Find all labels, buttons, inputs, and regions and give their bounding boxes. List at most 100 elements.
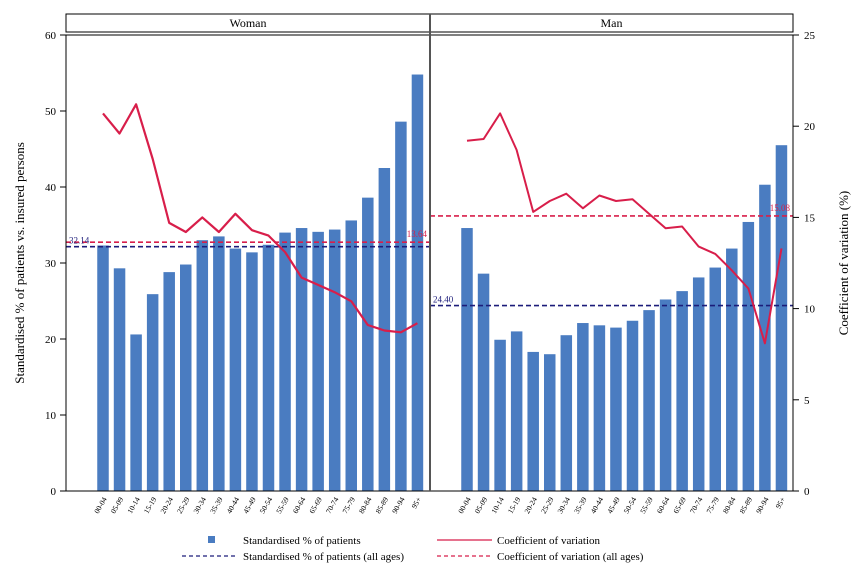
x-tick-label: 90-94 bbox=[390, 495, 407, 515]
bar bbox=[461, 228, 473, 492]
y-left-tick-label: 30 bbox=[45, 258, 57, 270]
bar bbox=[395, 121, 407, 491]
x-tick-label: 80-84 bbox=[357, 495, 374, 515]
bar bbox=[97, 245, 109, 491]
bar bbox=[196, 240, 209, 491]
x-tick-label: 20-24 bbox=[158, 495, 175, 515]
y-left-tick-label: 40 bbox=[45, 182, 57, 194]
x-tick-label: 50-54 bbox=[622, 495, 639, 515]
bar bbox=[510, 331, 523, 491]
bar bbox=[726, 248, 738, 491]
bar bbox=[692, 277, 705, 491]
bar bbox=[775, 145, 788, 491]
x-tick-label: 25-29 bbox=[175, 495, 192, 515]
x-tick-label: 90-94 bbox=[754, 495, 771, 515]
y-left-tick-label: 0 bbox=[51, 486, 57, 498]
legend-label: Coefficient of variation (all ages) bbox=[497, 551, 644, 563]
bar bbox=[659, 299, 672, 491]
x-tick-label: 55-59 bbox=[638, 495, 655, 515]
bar bbox=[494, 339, 506, 491]
x-tick-label: 65-69 bbox=[307, 495, 324, 515]
legend-swatch-bar bbox=[208, 536, 215, 543]
y-right-tick-label: 10 bbox=[804, 304, 816, 316]
x-tick-label: 60-64 bbox=[655, 495, 672, 515]
bar bbox=[362, 197, 374, 491]
x-tick-label: 30-34 bbox=[191, 495, 208, 515]
mean-bar-label: 32.14 bbox=[69, 236, 90, 246]
x-tick-label: 70-74 bbox=[688, 495, 705, 515]
bar bbox=[560, 335, 573, 491]
x-tick-label: 00-04 bbox=[456, 495, 473, 515]
x-tick-label: 85-89 bbox=[374, 495, 391, 515]
mean-bar-label: 24.40 bbox=[433, 295, 454, 305]
bar bbox=[742, 221, 755, 491]
x-tick-label: 45-49 bbox=[241, 495, 258, 515]
x-tick-label: 15-19 bbox=[142, 495, 159, 515]
bar bbox=[130, 334, 142, 491]
bar bbox=[213, 236, 225, 491]
bar bbox=[279, 232, 291, 491]
bar bbox=[295, 228, 308, 492]
y-left-tick-label: 10 bbox=[45, 410, 57, 422]
bar bbox=[163, 272, 175, 491]
bar bbox=[643, 310, 655, 491]
y-right-tick-label: 5 bbox=[804, 395, 810, 407]
x-tick-label: 50-54 bbox=[258, 495, 275, 515]
y-right-tick-label: 15 bbox=[804, 212, 816, 224]
bar bbox=[577, 323, 589, 491]
x-tick-label: 60-64 bbox=[291, 495, 308, 515]
x-tick-label: 65-69 bbox=[671, 495, 688, 515]
cv-line bbox=[466, 112, 783, 345]
x-tick-label: 75-79 bbox=[704, 495, 721, 515]
y-left-tick-label: 50 bbox=[45, 106, 57, 118]
y-right-tick-label: 25 bbox=[804, 30, 816, 42]
legend-label: Standardised % of patients (all ages) bbox=[243, 551, 404, 563]
bar bbox=[477, 273, 490, 491]
bar bbox=[411, 74, 424, 492]
x-tick-label: 45-49 bbox=[605, 495, 622, 515]
y-left-tick-label: 20 bbox=[45, 334, 57, 346]
x-tick-label: 35-39 bbox=[572, 495, 589, 515]
x-tick-label: 25-29 bbox=[539, 495, 556, 515]
x-tick-label: 20-24 bbox=[522, 495, 539, 515]
bar bbox=[610, 327, 622, 491]
x-tick-label: 85-89 bbox=[738, 495, 755, 515]
cv-line bbox=[102, 103, 418, 334]
x-tick-label: 95+ bbox=[774, 496, 788, 511]
bar bbox=[593, 325, 606, 491]
bar bbox=[180, 264, 192, 491]
x-tick-label: 30-34 bbox=[555, 495, 572, 515]
bar bbox=[527, 351, 539, 491]
bar bbox=[246, 252, 258, 491]
bar bbox=[676, 291, 688, 491]
bar bbox=[626, 320, 639, 491]
bar bbox=[345, 220, 357, 491]
x-tick-label: 40-44 bbox=[225, 495, 242, 515]
legend-label: Standardised % of patients bbox=[243, 535, 361, 547]
mean-cv-label: 13.64 bbox=[407, 229, 428, 239]
panel-woman: Woman 32.14 13.64 00-04 05-09 10-14 15-19 20-24… bbox=[65, 13, 431, 515]
x-tick-label: 40-44 bbox=[589, 495, 606, 515]
x-tick-label: 15-19 bbox=[506, 495, 523, 515]
y-left-tick-label: 60 bbox=[45, 30, 57, 42]
y-right-tick-label: 0 bbox=[804, 486, 810, 498]
x-tick-label: 05-09 bbox=[473, 495, 490, 515]
x-tick-label: 10-14 bbox=[125, 495, 142, 515]
mean-cv-label: 15.08 bbox=[770, 203, 791, 213]
x-tick-label: 00-04 bbox=[92, 495, 109, 515]
x-tick-label: 35-39 bbox=[208, 495, 225, 515]
bar bbox=[113, 268, 126, 491]
bar bbox=[146, 294, 159, 491]
bar bbox=[312, 231, 324, 491]
panel-title: Woman bbox=[229, 16, 266, 30]
panel-man: Man 24.40 15.08 00-04 05-09 10-14 15-19 20-24 25… bbox=[429, 13, 794, 515]
x-tick-label: 95+ bbox=[410, 496, 424, 511]
x-tick-label: 75-79 bbox=[340, 495, 357, 515]
x-tick-label: 80-84 bbox=[721, 495, 738, 515]
bar bbox=[544, 354, 556, 491]
x-tick-label: 10-14 bbox=[489, 495, 506, 515]
x-tick-label: 70-74 bbox=[324, 495, 341, 515]
x-tick-label: 05-09 bbox=[109, 495, 126, 515]
bar bbox=[262, 244, 275, 491]
